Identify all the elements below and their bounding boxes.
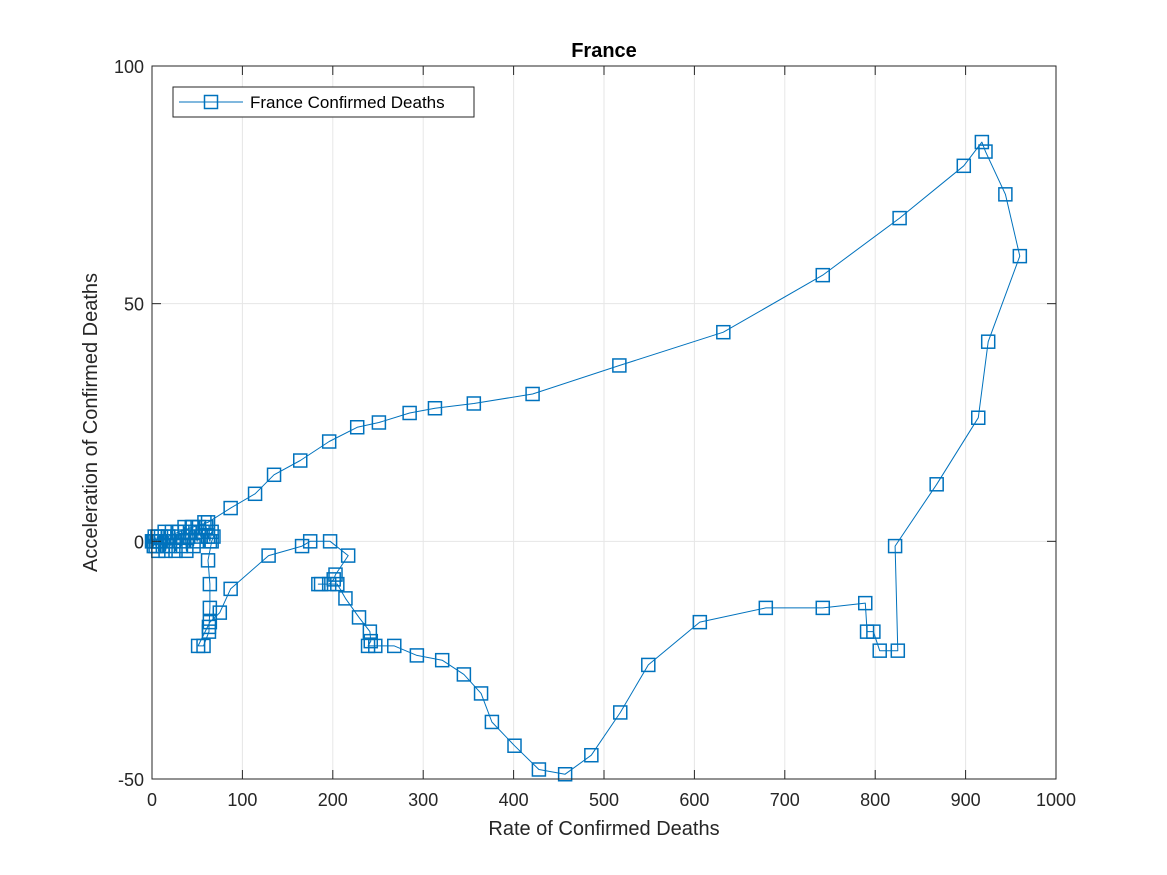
data-point-marker xyxy=(362,624,378,639)
data-point-marker xyxy=(223,581,238,597)
data-point-marker xyxy=(584,747,599,763)
data-point-marker xyxy=(402,405,417,421)
data-point-marker xyxy=(409,648,425,663)
legend-entry-label: France Confirmed Deaths xyxy=(250,93,445,112)
data-point-marker xyxy=(340,548,356,563)
data-point-marker xyxy=(929,477,944,492)
data-point-marker xyxy=(641,657,656,673)
data-point-marker xyxy=(349,420,365,435)
y-tick-label: -50 xyxy=(118,770,144,790)
data-point-marker xyxy=(202,614,218,630)
y-tick-label: 0 xyxy=(134,532,144,552)
data-point-marker xyxy=(612,358,627,373)
data-point-marker xyxy=(872,643,887,658)
chart-title: France xyxy=(571,40,637,62)
x-tick-label: 100 xyxy=(227,790,257,810)
data-point-marker xyxy=(294,538,310,554)
data-point-marker xyxy=(434,652,450,668)
grid-lines xyxy=(152,66,1056,779)
legend: France Confirmed Deaths xyxy=(172,86,475,118)
data-point-marker xyxy=(202,576,218,592)
data-point-marker xyxy=(206,529,221,544)
x-tick-label: 200 xyxy=(318,790,348,810)
data-point-marker xyxy=(363,633,379,649)
x-tick-label: 800 xyxy=(860,790,890,810)
data-point-marker xyxy=(330,576,345,592)
data-point-marker xyxy=(887,538,903,554)
data-point-marker xyxy=(525,386,540,402)
data-point-marker xyxy=(200,515,216,530)
data-point-marker xyxy=(371,415,387,430)
data-point-marker xyxy=(190,638,206,654)
data-point-marker xyxy=(223,500,238,516)
data-point-marker xyxy=(466,396,482,411)
data-point-marker xyxy=(613,705,628,720)
data-point-marker xyxy=(313,576,329,592)
data-point-marker xyxy=(978,144,993,159)
data-point-marker xyxy=(204,524,219,540)
data-point-marker xyxy=(815,267,831,283)
data-point-marker xyxy=(266,467,282,483)
data-point-marker xyxy=(171,524,187,540)
data-point-marker xyxy=(484,714,500,730)
y-tick-label: 50 xyxy=(124,295,144,315)
data-point-marker xyxy=(321,434,337,449)
data-point-marker xyxy=(200,553,216,568)
data-point-marker xyxy=(974,134,990,150)
data-point-marker xyxy=(368,638,383,654)
data-point-marker xyxy=(758,600,774,616)
data-point-marker xyxy=(293,453,308,468)
data-point-marker xyxy=(507,738,522,753)
data-point-marker xyxy=(890,643,906,658)
data-point-marker xyxy=(202,600,218,616)
data-point-marker xyxy=(351,610,367,625)
data-point-marker xyxy=(261,548,276,563)
x-tick-label: 500 xyxy=(589,790,619,810)
data-point-marker xyxy=(998,187,1013,202)
x-tick-label: 700 xyxy=(770,790,800,810)
legend-marker-square-icon xyxy=(203,94,219,110)
data-point-marker xyxy=(971,410,986,425)
data-point-marker xyxy=(557,766,573,782)
data-point-marker xyxy=(201,624,217,639)
x-tick-label: 1000 xyxy=(1036,790,1076,810)
data-point-marker xyxy=(1012,248,1028,264)
data-point-marker xyxy=(456,667,472,682)
data-point-marker xyxy=(473,686,489,701)
data-point-marker xyxy=(956,158,972,174)
x-tick-label: 900 xyxy=(951,790,981,810)
data-point-marker xyxy=(716,324,731,340)
data-point-marker xyxy=(212,605,228,620)
x-tick-label: 300 xyxy=(408,790,438,810)
data-point-marker xyxy=(858,595,873,611)
data-point-marker xyxy=(892,210,907,226)
data-point-marker xyxy=(204,534,219,549)
data-point-marker xyxy=(692,614,708,630)
series-layer xyxy=(144,134,1028,782)
data-point-marker xyxy=(815,600,831,616)
data-point-marker xyxy=(322,534,338,549)
ticks-layer: 0 100 200 300 400 500 600 700 800 900 1000-5005010… xyxy=(114,57,1076,810)
data-point-marker xyxy=(247,486,263,502)
data-point-marker xyxy=(387,638,402,654)
data-point-marker xyxy=(161,529,176,544)
y-axis-label: Acceleration of Confirmed Deaths xyxy=(80,273,102,572)
x-tick-label: 0 xyxy=(147,790,157,810)
data-point-marker xyxy=(427,400,443,416)
x-axis-label: Rate of Confirmed Deaths xyxy=(488,818,719,840)
data-point-marker xyxy=(866,624,881,639)
x-tick-label: 400 xyxy=(499,790,529,810)
data-point-marker xyxy=(321,576,337,592)
data-point-marker xyxy=(302,534,318,549)
data-point-marker xyxy=(531,762,547,777)
data-point-marker xyxy=(338,591,353,606)
data-point-marker xyxy=(980,334,996,349)
x-tick-label: 600 xyxy=(679,790,709,810)
y-tick-label: 100 xyxy=(114,57,144,77)
